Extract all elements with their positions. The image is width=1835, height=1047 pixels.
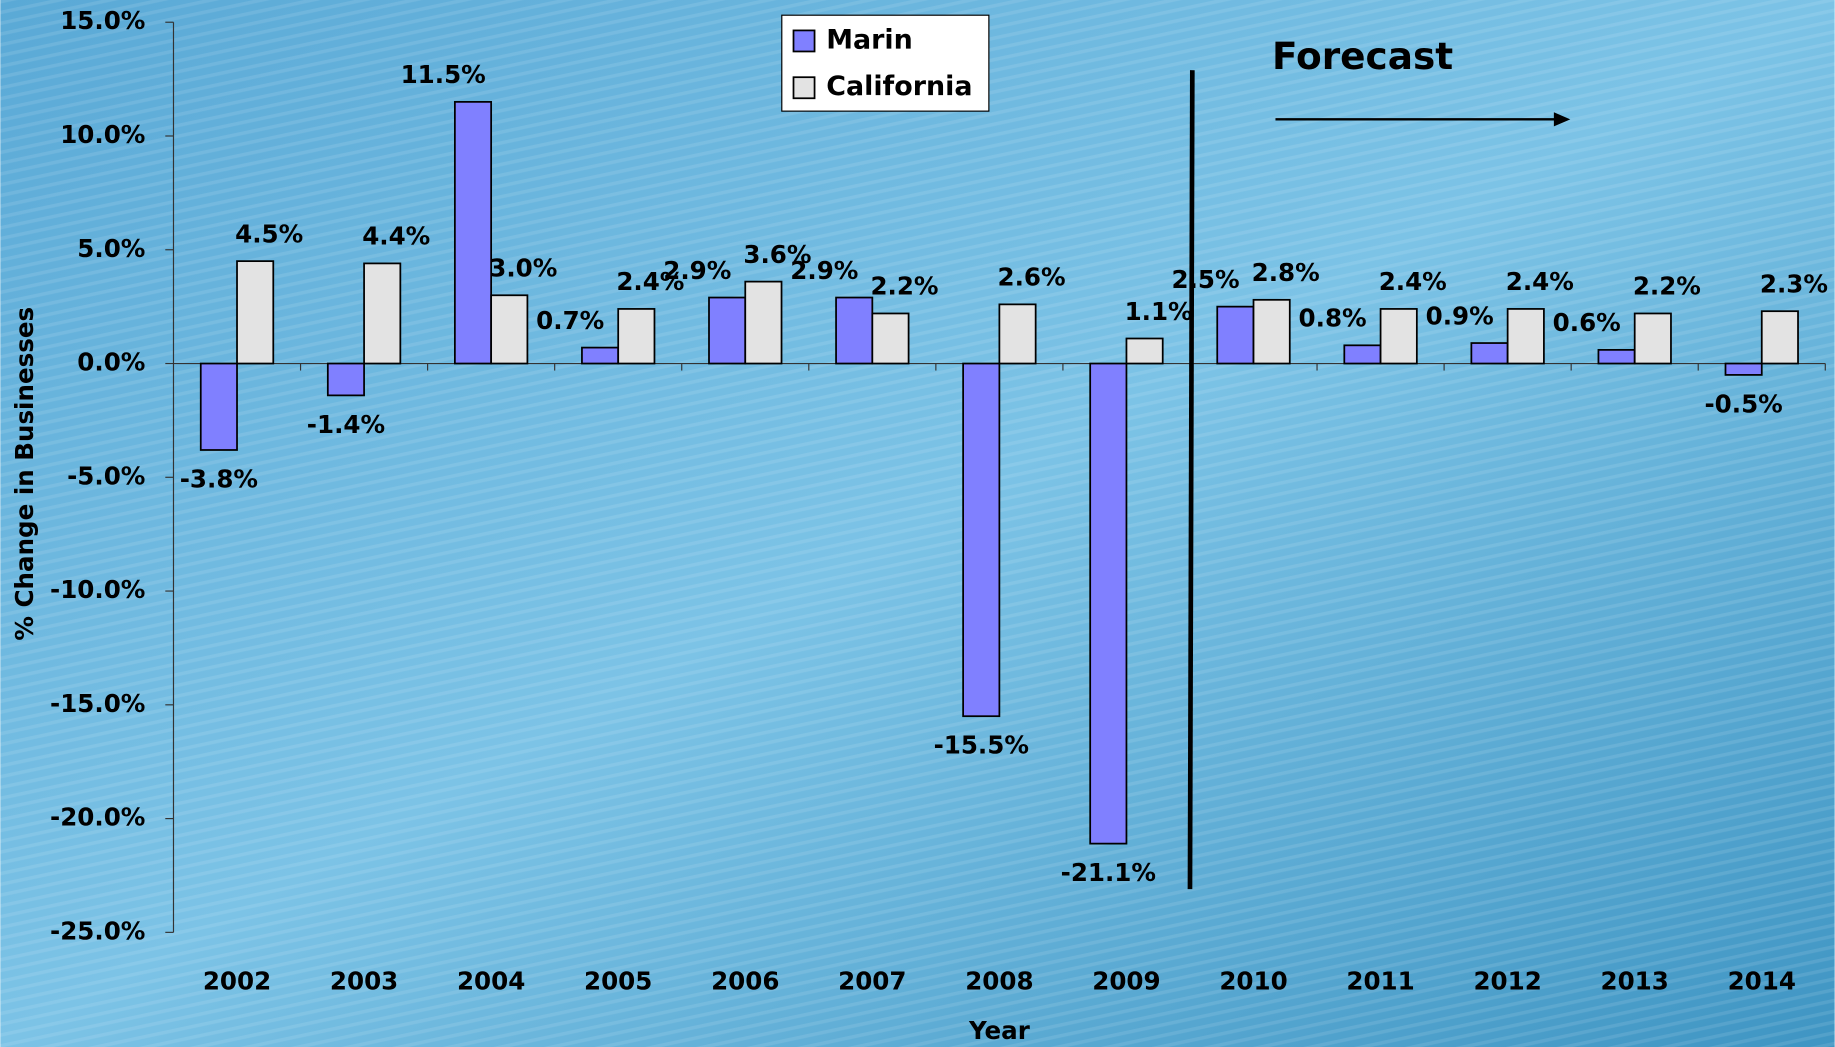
legend-swatch [792,29,816,53]
value-label: 4.5% [235,219,303,248]
value-label: 2.3% [1760,269,1828,298]
value-label: -0.5% [1704,389,1782,418]
forecast-arrowhead [1553,112,1571,127]
value-label: 2.4% [616,267,684,296]
value-label: -21.1% [1061,858,1156,887]
y-tick-label: -25.0% [50,916,145,945]
x-tick-label: 2004 [457,967,525,996]
bar [998,303,1037,365]
value-label: 3.0% [489,254,557,283]
bar [1724,362,1763,376]
value-label: 0.7% [536,306,604,335]
y-tick-label: -5.0% [67,461,145,490]
bar [1125,337,1164,365]
x-tick-label: 2008 [965,967,1033,996]
y-tick-label: -20.0% [50,803,145,832]
bar [363,262,402,365]
value-label: 0.6% [1553,308,1621,337]
bar [1252,298,1291,365]
value-label: -3.8% [180,464,258,493]
legend-label: Marin [826,24,913,55]
value-label: 4.4% [362,222,430,251]
bar [744,280,783,365]
bar [1216,305,1255,365]
y-tick-label: 10.0% [60,120,145,149]
value-label: 2.2% [870,272,938,301]
value-label: 2.5% [1172,265,1240,294]
x-tick-label: 2009 [1092,967,1160,996]
bar [835,296,874,365]
value-label: 2.9% [790,256,858,285]
legend-box [781,14,990,112]
y-tick-label: 0.0% [77,348,145,377]
bar [490,294,529,365]
bar [1089,362,1128,845]
y-tick-label: -10.0% [50,575,145,604]
x-tick-label: 2010 [1219,967,1287,996]
y-tick-label: 15.0% [60,6,145,35]
x-tick-label: 2011 [1346,967,1414,996]
bar [581,346,620,365]
x-tick-label: 2014 [1728,967,1796,996]
bar [1343,344,1382,365]
annotation: Forecast [1272,34,1453,78]
legend-label: California [826,71,972,102]
bar [1633,312,1672,365]
bar [708,296,747,365]
y-tick-label: 5.0% [77,234,145,263]
value-label: 0.8% [1299,304,1367,333]
value-label: -1.4% [307,410,385,439]
bar [453,100,493,365]
bar [199,362,238,451]
value-label: 2.8% [1252,258,1320,287]
x-tick-label: 2002 [203,967,271,996]
bar [1470,342,1509,365]
x-axis-label: Year [968,1016,1031,1045]
forecast-divider [1187,70,1195,890]
value-label: 0.9% [1426,301,1494,330]
value-label: 3.6% [743,240,811,269]
bar [617,308,656,365]
bar [962,362,1001,718]
legend-swatch [792,76,816,100]
bar [1379,308,1418,365]
x-tick-label: 2003 [330,967,398,996]
bar [236,260,275,365]
x-tick-label: 2012 [1473,967,1541,996]
value-label: 11.5% [401,60,486,89]
bar [326,362,365,397]
y-tick-label: -15.0% [50,689,145,718]
value-label: -15.5% [934,731,1029,760]
bar [1760,310,1799,365]
x-tick-label: 2005 [584,967,652,996]
value-label: 2.9% [663,256,731,285]
value-label: 2.4% [1506,267,1574,296]
bar [871,312,910,365]
value-label: 2.4% [1379,267,1447,296]
bar [1597,348,1636,365]
value-label: 2.6% [998,263,1066,292]
x-tick-label: 2007 [838,967,906,996]
bar [1506,308,1545,365]
x-tick-label: 2006 [711,967,779,996]
value-label: 1.1% [1125,297,1193,326]
x-tick-label: 2013 [1601,967,1669,996]
y-axis-label: % Change in Businesses [10,307,39,641]
value-label: 2.2% [1633,272,1701,301]
